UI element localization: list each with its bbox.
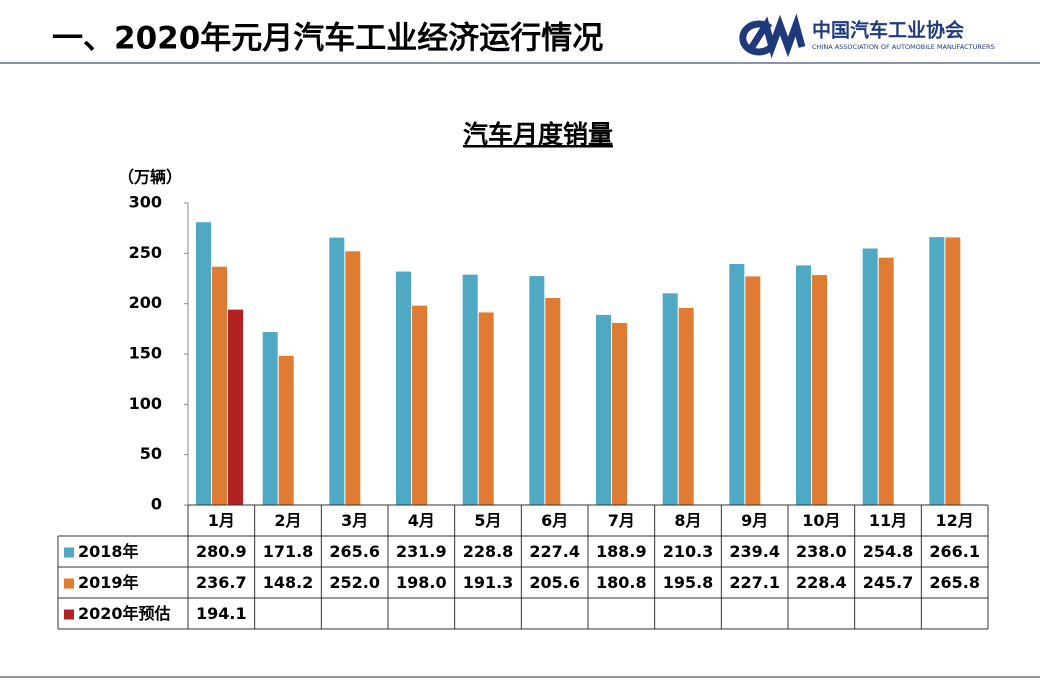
bar [228, 309, 243, 505]
bar [345, 251, 361, 505]
bar [729, 264, 745, 505]
x-tick-label: 3月 [341, 511, 368, 530]
legend-swatch [64, 547, 74, 558]
legend-label: 2019年 [78, 573, 139, 592]
bar [196, 222, 211, 505]
table-value: 205.6 [529, 573, 580, 592]
y-tick-label: 250 [129, 243, 162, 262]
y-tick-label: 150 [129, 344, 162, 363]
bar [596, 314, 611, 505]
y-tick-label: 200 [129, 293, 162, 312]
x-tick-label: 2月 [274, 511, 301, 530]
table-value: 194.1 [196, 604, 247, 623]
table-value: 188.9 [596, 542, 647, 561]
bar [478, 312, 494, 505]
bar [945, 237, 961, 506]
x-tick-label: 5月 [474, 511, 501, 530]
legend-swatch [64, 578, 74, 589]
table-value: 210.3 [663, 542, 714, 561]
x-tick-label: 4月 [408, 511, 435, 530]
x-tick-label: 7月 [608, 511, 635, 530]
table-value: 265.6 [329, 542, 380, 561]
org-name-en: CHINA ASSOCIATION OF AUTOMOBILE MANUFACT… [812, 43, 995, 51]
bar [462, 274, 478, 505]
bar [545, 298, 561, 505]
bar [396, 271, 411, 505]
bar [745, 276, 761, 505]
y-tick-label: 50 [140, 444, 162, 463]
bar [412, 305, 427, 505]
bar [929, 237, 945, 505]
org-name: 中国汽车工业协会 [812, 19, 964, 42]
logo-mark [739, 13, 806, 59]
bar [862, 248, 878, 505]
table-value: 171.8 [263, 542, 314, 561]
x-tick-label: 1月 [208, 511, 235, 530]
bar [329, 237, 345, 505]
y-tick-label: 300 [129, 193, 162, 212]
y-tick-label: 0 [151, 495, 162, 514]
x-tick-label: 9月 [741, 511, 768, 530]
table-value: 265.8 [929, 573, 980, 592]
table-value: 180.8 [596, 573, 647, 592]
table-value: 148.2 [263, 573, 314, 592]
y-axis-label: （万辆） [118, 168, 182, 187]
bar [796, 265, 811, 505]
legend-swatch [64, 609, 74, 620]
bar [529, 276, 545, 505]
x-tick-label: 10月 [802, 511, 840, 530]
logo [739, 13, 806, 59]
table-value: 252.0 [329, 573, 380, 592]
table-value: 228.4 [796, 573, 847, 592]
table-value: 239.4 [729, 542, 780, 561]
bar [878, 257, 894, 505]
table-value: 228.8 [463, 542, 514, 561]
table-value: 227.1 [729, 573, 780, 592]
table-value: 191.3 [463, 573, 514, 592]
table-value: 236.7 [196, 573, 247, 592]
slide-title: 一、2020年元月汽车工业经济运行情况 [52, 21, 603, 57]
x-tick-label: 12月 [936, 511, 974, 530]
table-value: 238.0 [796, 542, 847, 561]
table-value: 280.9 [196, 542, 247, 561]
bar [678, 307, 694, 505]
table-value: 266.1 [929, 542, 980, 561]
bar [812, 275, 827, 505]
x-tick-label: 11月 [869, 511, 907, 530]
table-value: 231.9 [396, 542, 447, 561]
bar [262, 332, 278, 505]
table-value: 254.8 [863, 542, 914, 561]
bar [278, 355, 294, 505]
legend-label: 2020年预估 [78, 604, 171, 623]
table-value: 198.0 [396, 573, 447, 592]
table-value: 195.8 [663, 573, 714, 592]
bar [662, 293, 678, 505]
x-tick-label: 8月 [674, 511, 701, 530]
table-value: 227.4 [529, 542, 580, 561]
chart-title: 汽车月度销量 [463, 120, 613, 149]
table-value: 245.7 [863, 573, 914, 592]
legend-label: 2018年 [78, 542, 139, 561]
bar [612, 322, 627, 505]
x-tick-label: 6月 [541, 511, 568, 530]
bar [212, 266, 227, 505]
y-tick-label: 100 [129, 394, 162, 413]
